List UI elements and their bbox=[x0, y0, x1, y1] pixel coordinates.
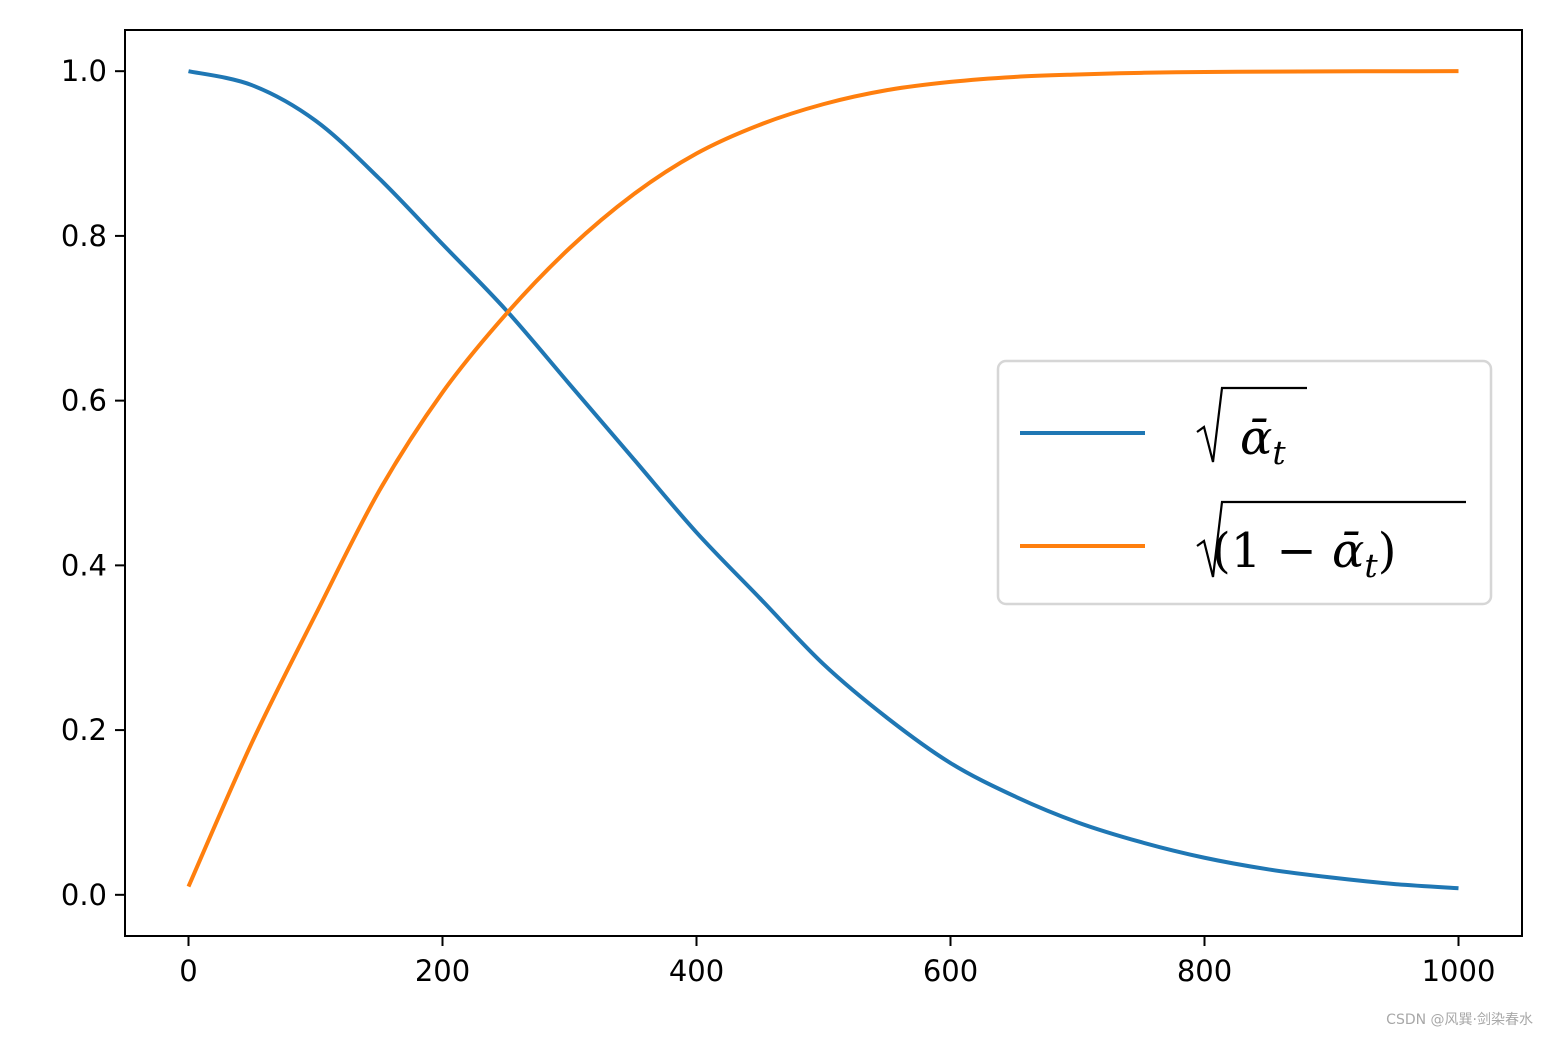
y-tick-label: 0.8 bbox=[61, 219, 107, 253]
legend-prefix-2: (1 − bbox=[1212, 523, 1332, 579]
legend-suffix-2: ) bbox=[1378, 523, 1397, 579]
x-axis: 0 200 400 600 800 1000 bbox=[179, 936, 1495, 988]
x-tick-label: 800 bbox=[1177, 954, 1232, 988]
y-tick-label: 0.6 bbox=[61, 384, 107, 418]
legend-label-series-2: (1 − ᾱt) bbox=[1196, 500, 1466, 585]
legend-box bbox=[996, 359, 1493, 606]
x-tick-label: 400 bbox=[669, 954, 724, 988]
legend-symbol-1: ᾱ bbox=[1240, 410, 1272, 466]
legend-label-series-1: ᾱt bbox=[1196, 386, 1307, 472]
x-tick-label: 0 bbox=[179, 954, 197, 988]
x-tick-label: 200 bbox=[415, 954, 470, 988]
watermark: CSDN @风巽·剑染春水 bbox=[1386, 1012, 1533, 1028]
y-tick-label: 0.2 bbox=[61, 713, 107, 747]
y-tick-label: 0.0 bbox=[61, 878, 107, 912]
sqrt-sign-1 bbox=[1196, 386, 1307, 463]
y-axis: 0.0 0.2 0.4 0.6 0.8 1.0 bbox=[61, 54, 125, 912]
series-lines bbox=[186, 69, 1459, 891]
legend-symbol-2: ᾱ bbox=[1332, 523, 1364, 579]
y-tick-label: 0.4 bbox=[61, 548, 107, 582]
svg-text:ᾱt: ᾱt bbox=[1240, 410, 1286, 472]
x-tick-label: 600 bbox=[923, 954, 978, 988]
series-line-1 bbox=[188, 69, 1459, 891]
series-line-2 bbox=[186, 69, 1459, 888]
x-tick-label: 1000 bbox=[1422, 954, 1496, 988]
svg-text:(1 − ᾱt): (1 − ᾱt) bbox=[1212, 523, 1396, 585]
legend-subscript-1: t bbox=[1272, 433, 1286, 472]
legend-subscript-2: t bbox=[1364, 546, 1378, 585]
sqrt-sign-2 bbox=[1196, 500, 1466, 578]
legend: ᾱt (1 − ᾱt) bbox=[996, 359, 1493, 606]
y-tick-label: 1.0 bbox=[61, 54, 107, 88]
plot-area-frame bbox=[124, 29, 1523, 937]
